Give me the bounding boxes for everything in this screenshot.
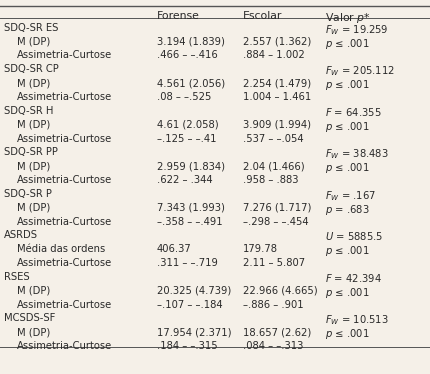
Text: $p$ ≤ .001: $p$ ≤ .001 bbox=[325, 78, 369, 92]
Text: 2.557 (1.362): 2.557 (1.362) bbox=[243, 37, 311, 47]
Text: $F$ = 42.394: $F$ = 42.394 bbox=[325, 272, 381, 284]
Text: 3.909 (1.994): 3.909 (1.994) bbox=[243, 120, 311, 130]
Text: 2.254 (1.479): 2.254 (1.479) bbox=[243, 78, 311, 88]
Text: $p$ ≤ .001: $p$ ≤ .001 bbox=[325, 286, 369, 300]
Text: 17.954 (2.371): 17.954 (2.371) bbox=[157, 327, 231, 337]
Text: $U$ = 5885.5: $U$ = 5885.5 bbox=[325, 230, 383, 242]
Text: 179.78: 179.78 bbox=[243, 244, 278, 254]
Text: SDQ-SR ES: SDQ-SR ES bbox=[4, 23, 58, 33]
Text: 1.004 – 1.461: 1.004 – 1.461 bbox=[243, 92, 311, 102]
Text: $F_W$ = 10.513: $F_W$ = 10.513 bbox=[325, 313, 388, 327]
Text: SDQ-SR CP: SDQ-SR CP bbox=[4, 64, 59, 74]
Text: 22.966 (4.665): 22.966 (4.665) bbox=[243, 286, 318, 296]
Text: Forense: Forense bbox=[157, 11, 200, 21]
Text: Assimetria-Curtose: Assimetria-Curtose bbox=[17, 50, 113, 61]
Text: MCSDS-SF: MCSDS-SF bbox=[4, 313, 55, 324]
Text: .884 – 1.002: .884 – 1.002 bbox=[243, 50, 305, 61]
Text: .622 – .344: .622 – .344 bbox=[157, 175, 212, 185]
Text: –.886 – .901: –.886 – .901 bbox=[243, 300, 304, 310]
Text: –.358 – –.491: –.358 – –.491 bbox=[157, 217, 223, 227]
Text: $p$ ≤ .001: $p$ ≤ .001 bbox=[325, 244, 369, 258]
Text: .958 – .883: .958 – .883 bbox=[243, 175, 298, 185]
Text: 4.61 (2.058): 4.61 (2.058) bbox=[157, 120, 218, 130]
Text: $p$ = .683: $p$ = .683 bbox=[325, 203, 369, 217]
Text: Média das ordens: Média das ordens bbox=[17, 244, 105, 254]
Text: $p$ ≤ .001: $p$ ≤ .001 bbox=[325, 37, 369, 50]
Text: M (DP): M (DP) bbox=[17, 161, 50, 171]
Text: 7.343 (1.993): 7.343 (1.993) bbox=[157, 203, 225, 213]
Text: $F_W$ = 38.483: $F_W$ = 38.483 bbox=[325, 147, 388, 161]
Text: $p$ ≤ .001: $p$ ≤ .001 bbox=[325, 120, 369, 134]
Text: .184 – –.315: .184 – –.315 bbox=[157, 341, 218, 351]
Text: 20.325 (4.739): 20.325 (4.739) bbox=[157, 286, 231, 296]
Text: $p$ ≤ .001: $p$ ≤ .001 bbox=[325, 327, 369, 341]
Text: –.298 – –.454: –.298 – –.454 bbox=[243, 217, 309, 227]
Text: $F_W$ = .167: $F_W$ = .167 bbox=[325, 189, 376, 203]
Text: SDQ-SR H: SDQ-SR H bbox=[4, 106, 54, 116]
Text: 3.194 (1.839): 3.194 (1.839) bbox=[157, 37, 225, 47]
Text: M (DP): M (DP) bbox=[17, 78, 50, 88]
Text: Assimetria-Curtose: Assimetria-Curtose bbox=[17, 92, 113, 102]
Text: $F_W$ = 205.112: $F_W$ = 205.112 bbox=[325, 64, 395, 78]
Text: SDQ-SR P: SDQ-SR P bbox=[4, 189, 52, 199]
Text: .311 – –.719: .311 – –.719 bbox=[157, 258, 218, 268]
Text: .466 – –.416: .466 – –.416 bbox=[157, 50, 218, 61]
Text: 2.11 – 5.807: 2.11 – 5.807 bbox=[243, 258, 305, 268]
Text: –.125 – –.41: –.125 – –.41 bbox=[157, 134, 216, 144]
Text: 4.561 (2.056): 4.561 (2.056) bbox=[157, 78, 225, 88]
Text: M (DP): M (DP) bbox=[17, 327, 50, 337]
Text: $p$ ≤ .001: $p$ ≤ .001 bbox=[325, 161, 369, 175]
Text: 2.04 (1.466): 2.04 (1.466) bbox=[243, 161, 304, 171]
Text: .08 – –.525: .08 – –.525 bbox=[157, 92, 211, 102]
Text: $F$ = 64.355: $F$ = 64.355 bbox=[325, 106, 381, 118]
Text: RSES: RSES bbox=[4, 272, 30, 282]
Text: –.107 – –.184: –.107 – –.184 bbox=[157, 300, 223, 310]
Text: Assimetria-Curtose: Assimetria-Curtose bbox=[17, 258, 113, 268]
Text: Assimetria-Curtose: Assimetria-Curtose bbox=[17, 175, 113, 185]
Text: M (DP): M (DP) bbox=[17, 286, 50, 296]
Text: 2.959 (1.834): 2.959 (1.834) bbox=[157, 161, 225, 171]
Text: Assimetria-Curtose: Assimetria-Curtose bbox=[17, 217, 113, 227]
Text: 7.276 (1.717): 7.276 (1.717) bbox=[243, 203, 311, 213]
Text: Assimetria-Curtose: Assimetria-Curtose bbox=[17, 300, 113, 310]
Text: M (DP): M (DP) bbox=[17, 37, 50, 47]
Text: SDQ-SR PP: SDQ-SR PP bbox=[4, 147, 58, 157]
Text: Valor $p$*: Valor $p$* bbox=[325, 11, 370, 25]
Text: .084 – –.313: .084 – –.313 bbox=[243, 341, 303, 351]
Text: 18.657 (2.62): 18.657 (2.62) bbox=[243, 327, 311, 337]
Text: Assimetria-Curtose: Assimetria-Curtose bbox=[17, 134, 113, 144]
Text: M (DP): M (DP) bbox=[17, 203, 50, 213]
Text: $F_W$ = 19.259: $F_W$ = 19.259 bbox=[325, 23, 387, 37]
Text: Assimetria-Curtose: Assimetria-Curtose bbox=[17, 341, 113, 351]
Text: Escolar: Escolar bbox=[243, 11, 283, 21]
Text: .537 – –.054: .537 – –.054 bbox=[243, 134, 304, 144]
Text: 406.37: 406.37 bbox=[157, 244, 192, 254]
Text: M (DP): M (DP) bbox=[17, 120, 50, 130]
Text: ASRDS: ASRDS bbox=[4, 230, 38, 240]
